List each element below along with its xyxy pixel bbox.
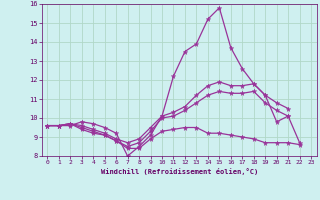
X-axis label: Windchill (Refroidissement éolien,°C): Windchill (Refroidissement éolien,°C) — [100, 168, 258, 175]
